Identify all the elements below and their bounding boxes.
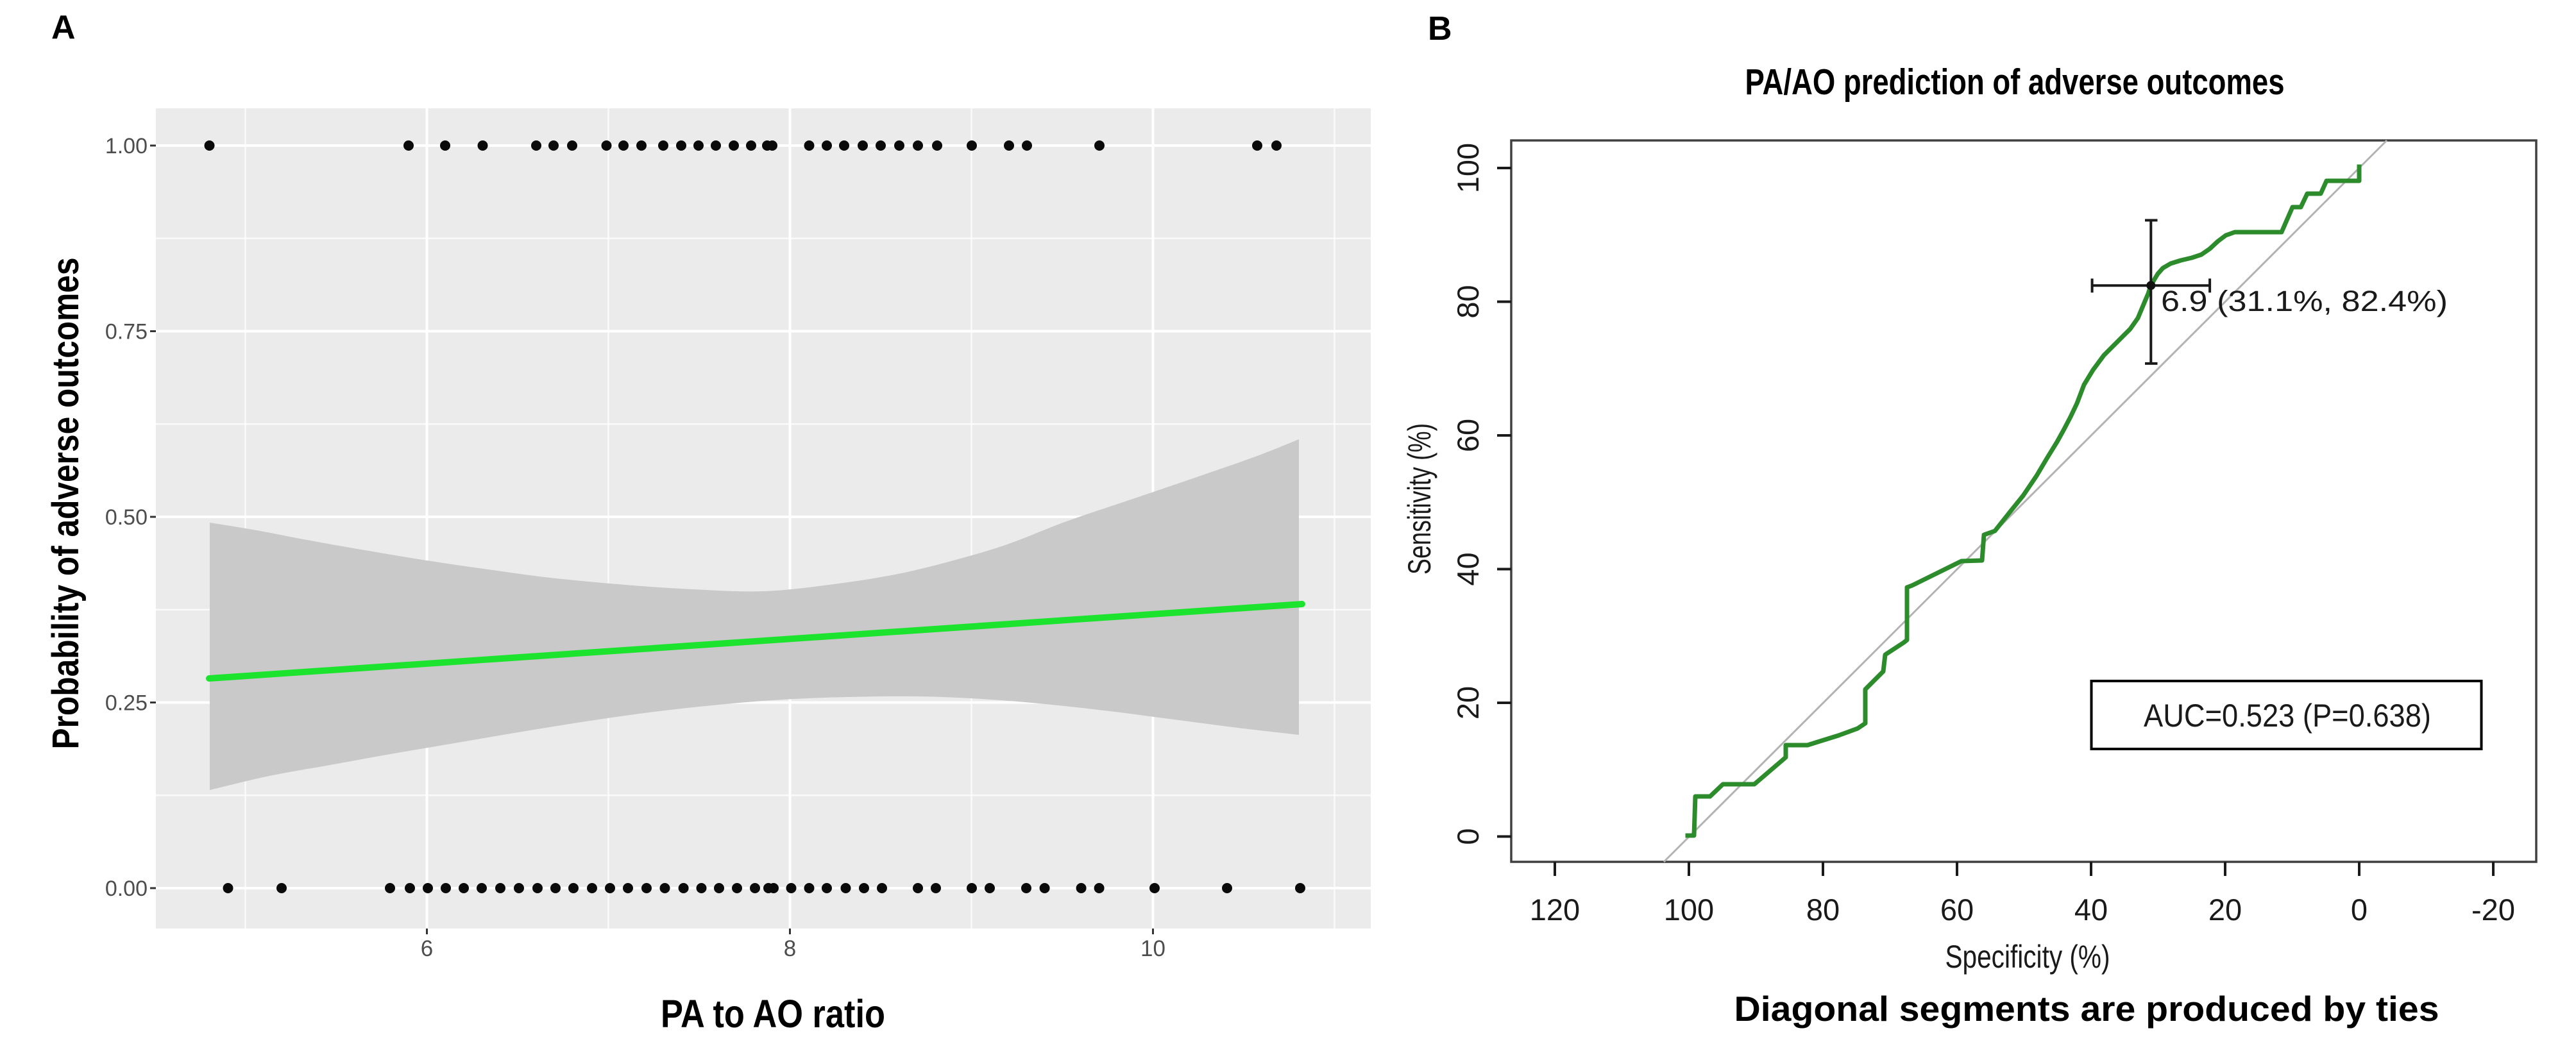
svg-text:-20: -20 [2471, 893, 2515, 927]
svg-text:0: 0 [2351, 893, 2368, 927]
svg-text:80: 80 [1806, 893, 1840, 927]
svg-text:80: 80 [1451, 285, 1485, 318]
svg-text:0.00: 0.00 [105, 877, 148, 901]
svg-text:100: 100 [1664, 893, 1714, 927]
svg-text:PA to AO ratio: PA to AO ratio [661, 992, 885, 1036]
svg-text:PA/AO prediction of adverse ou: PA/AO prediction of adverse outcomes [1745, 62, 2285, 103]
svg-text:0.50: 0.50 [105, 505, 148, 530]
svg-text:60: 60 [1451, 419, 1485, 452]
svg-text:0.75: 0.75 [105, 320, 148, 344]
svg-text:10: 10 [1140, 936, 1165, 961]
svg-text:Specificity (%): Specificity (%) [1945, 939, 2110, 975]
svg-text:B: B [1428, 10, 1452, 47]
svg-text:60: 60 [1940, 893, 1974, 927]
svg-text:100: 100 [1451, 143, 1485, 193]
svg-text:20: 20 [2208, 893, 2242, 927]
svg-text:40: 40 [1451, 552, 1485, 585]
svg-text:8: 8 [784, 936, 796, 961]
svg-text:40: 40 [2074, 893, 2108, 927]
svg-text:6.9 (31.1%, 82.4%): 6.9 (31.1%, 82.4%) [2161, 285, 2448, 317]
svg-text:Sensitivity (%): Sensitivity (%) [1402, 423, 1437, 575]
svg-text:120: 120 [1530, 893, 1580, 927]
svg-text:20: 20 [1451, 686, 1485, 719]
svg-text:6: 6 [421, 936, 433, 961]
svg-text:Diagonal segments are produced: Diagonal segments are produced by ties [1734, 989, 2439, 1029]
svg-text:A: A [51, 9, 76, 46]
svg-text:AUC=0.523 (P=0.638): AUC=0.523 (P=0.638) [2144, 698, 2431, 734]
svg-text:0: 0 [1451, 828, 1485, 845]
svg-text:Probability of adverse outcome: Probability of adverse outcomes [45, 258, 87, 750]
svg-text:0.25: 0.25 [105, 691, 148, 716]
svg-text:1.00: 1.00 [105, 134, 148, 158]
